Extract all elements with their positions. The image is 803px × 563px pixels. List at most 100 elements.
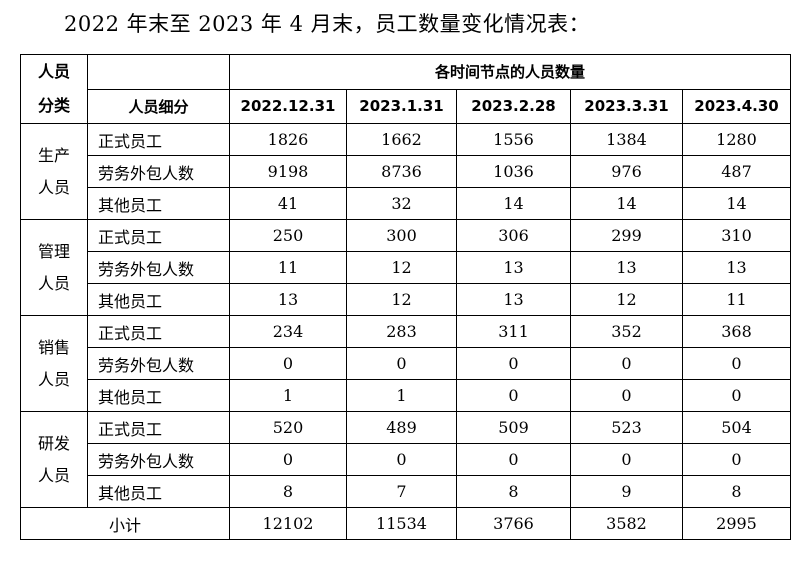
category-label-line2: 人员 — [37, 465, 70, 485]
value-cell: 13 — [229, 283, 347, 316]
value-cell: 0 — [570, 443, 683, 476]
value-cell: 12 — [346, 251, 457, 284]
value-cell: 1826 — [229, 123, 347, 156]
staff-table: 人员 分类 各时间节点的人员数量 人员细分 2022.12.31 2023.1.… — [20, 54, 791, 540]
value-cell: 523 — [570, 411, 683, 444]
value-cell: 352 — [570, 315, 683, 348]
value-cell: 520 — [229, 411, 347, 444]
table-row: 劳务外包人数 0 0 0 0 0 — [21, 443, 791, 476]
value-cell: 299 — [570, 219, 683, 252]
subcategory-cell: 劳务外包人数 — [87, 251, 230, 284]
date-header: 2023.2.28 — [456, 88, 571, 124]
value-cell: 368 — [682, 315, 791, 348]
table-row: 销售 人员 正式员工 234 283 311 352 368 — [20, 315, 791, 412]
value-cell: 1662 — [346, 123, 457, 156]
table-row: 生产 人员 正式员工 1826 1662 1556 1384 1280 — [20, 123, 791, 220]
value-cell: 300 — [346, 219, 457, 252]
group-header: 各时间节点的人员数量 — [229, 54, 791, 90]
table-row: 劳务外包人数 9198 8736 1036 976 487 — [21, 155, 791, 188]
value-cell: 0 — [456, 347, 571, 380]
header-row-1: 人员 分类 各时间节点的人员数量 — [20, 54, 791, 124]
subcategory-cell: 劳务外包人数 — [87, 443, 230, 476]
value-cell: 1556 — [456, 123, 571, 156]
subcategory-cell: 其他员工 — [87, 475, 230, 508]
date-header: 2023.4.30 — [682, 88, 791, 124]
category-header-line1: 人员 — [37, 62, 70, 81]
value-cell: 1280 — [682, 123, 791, 156]
empty-header-cell — [87, 54, 230, 90]
value-cell: 12 — [346, 283, 457, 316]
value-cell: 14 — [570, 187, 683, 220]
subcategory-cell: 其他员工 — [87, 187, 230, 220]
total-label: 小计 — [20, 507, 230, 540]
subcategory-header: 人员细分 — [87, 88, 230, 124]
value-cell: 0 — [229, 347, 347, 380]
value-cell: 0 — [682, 443, 791, 476]
value-cell: 976 — [570, 155, 683, 188]
value-cell: 489 — [346, 411, 457, 444]
category-label-line2: 人员 — [37, 369, 70, 389]
category-label-line1: 销售 — [37, 337, 70, 357]
date-header: 2023.1.31 — [346, 88, 457, 124]
category-label-line1: 研发 — [37, 433, 70, 453]
table-row: 其他员工 8 7 8 9 8 — [21, 475, 791, 508]
subcategory-cell: 其他员工 — [87, 283, 230, 316]
table-row: 其他员工 13 12 13 12 11 — [21, 283, 791, 316]
total-value-cell: 11534 — [346, 507, 457, 540]
subcategory-cell: 劳务外包人数 — [87, 347, 230, 380]
category-cell: 生产 人员 — [20, 123, 88, 220]
value-cell: 1036 — [456, 155, 571, 188]
value-cell: 0 — [570, 379, 683, 412]
value-cell: 310 — [682, 219, 791, 252]
subcategory-cell: 正式员工 — [87, 219, 230, 252]
total-value-cell: 3582 — [570, 507, 683, 540]
value-cell: 487 — [682, 155, 791, 188]
value-cell: 509 — [456, 411, 571, 444]
table-row: 研发人员 正式员工 520 489 509 523 504 — [20, 411, 791, 508]
category-header-line2: 分类 — [37, 96, 70, 115]
value-cell: 306 — [456, 219, 571, 252]
value-cell: 8736 — [346, 155, 457, 188]
subcategory-cell: 其他员工 — [87, 379, 230, 412]
value-cell: 11 — [682, 283, 791, 316]
category-label-line2: 人员 — [37, 177, 70, 197]
value-cell: 0 — [229, 443, 347, 476]
value-cell: 0 — [570, 347, 683, 380]
table-row: 劳务外包人数 11 12 13 13 13 — [21, 251, 791, 284]
value-cell: 1 — [229, 379, 347, 412]
value-cell: 504 — [682, 411, 791, 444]
category-label-line2: 人员 — [37, 273, 70, 293]
value-cell: 13 — [456, 251, 571, 284]
category-header: 人员 分类 — [20, 54, 88, 124]
value-cell: 13 — [682, 251, 791, 284]
value-cell: 8 — [456, 475, 571, 508]
value-cell: 14 — [456, 187, 571, 220]
subcategory-cell: 劳务外包人数 — [87, 155, 230, 188]
date-header: 2022.12.31 — [229, 88, 347, 124]
value-cell: 32 — [346, 187, 457, 220]
total-value-cell: 12102 — [229, 507, 347, 540]
value-cell: 13 — [456, 283, 571, 316]
table-row: 劳务外包人数 0 0 0 0 0 — [21, 347, 791, 380]
value-cell: 0 — [346, 347, 457, 380]
value-cell: 0 — [682, 379, 791, 412]
value-cell: 9198 — [229, 155, 347, 188]
value-cell: 0 — [456, 379, 571, 412]
table-row: 其他员工 1 1 0 0 0 — [21, 379, 791, 412]
date-header: 2023.3.31 — [570, 88, 683, 124]
value-cell: 41 — [229, 187, 347, 220]
value-cell: 12 — [570, 283, 683, 316]
value-cell: 250 — [229, 219, 347, 252]
value-cell: 14 — [682, 187, 791, 220]
value-cell: 0 — [346, 443, 457, 476]
value-cell: 7 — [346, 475, 457, 508]
total-value-cell: 2995 — [682, 507, 791, 540]
total-row: 小计 12102 11534 3766 3582 2995 — [20, 507, 791, 540]
subcategory-cell: 正式员工 — [87, 315, 230, 348]
table-row: 管理 人员 正式员工 250 300 306 299 310 — [20, 219, 791, 316]
document-title: 2022 年末至 2023 年 4 月末，员工数量变化情况表： — [64, 12, 591, 36]
table-body: 人员 分类 各时间节点的人员数量 人员细分 2022.12.31 2023.1.… — [20, 54, 791, 540]
value-cell: 283 — [346, 315, 457, 348]
category-label-line1: 生产 — [37, 145, 70, 165]
subcategory-cell: 正式员工 — [87, 411, 230, 444]
